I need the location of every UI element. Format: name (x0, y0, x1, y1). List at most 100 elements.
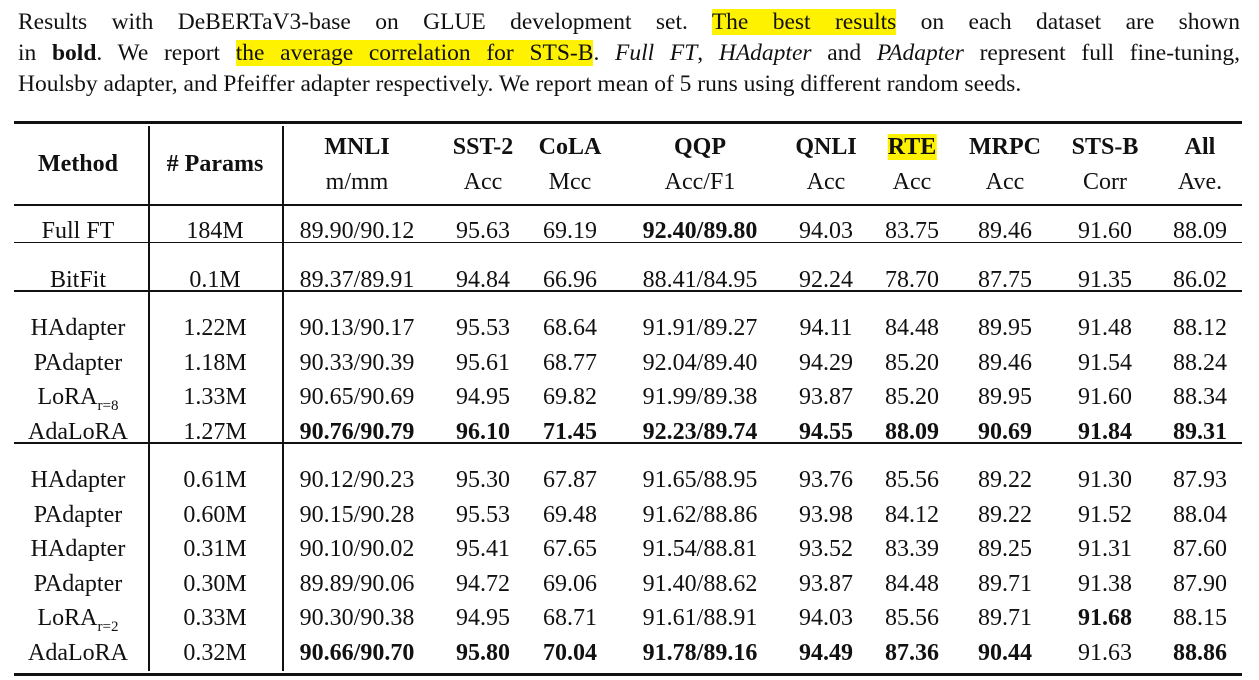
score-cell: 95.63 (456, 218, 510, 244)
score-cell: 94.84 (456, 266, 510, 293)
score-cell: 93.87 (799, 570, 853, 597)
caption-text: Results with DeBERTaV3-base on GLUE deve… (18, 9, 712, 35)
caption-text: bold (51, 40, 97, 66)
column-header: Method (38, 151, 118, 177)
params-cell: 1.27M (183, 418, 247, 445)
params-cell: 0.30M (183, 570, 247, 597)
caption-text: The best results (711, 9, 897, 35)
score-cell: 90.69 (978, 418, 1032, 446)
score-cell: 94.49 (799, 639, 853, 667)
score-cell: 87.36 (885, 639, 939, 667)
score-cell: 94.03 (799, 605, 853, 631)
column-name: SST-2 (452, 134, 514, 160)
column-name: CoLA (538, 134, 602, 160)
column-header: # Params (166, 151, 264, 177)
score-cell: 89.95 (978, 384, 1032, 410)
score-cell: 91.38 (1078, 570, 1132, 597)
score-cell: 88.41/84.95 (642, 266, 758, 293)
score-cell: 93.87 (799, 384, 853, 410)
score-cell: 90.65/90.69 (299, 384, 415, 410)
score-cell: 89.37/89.91 (299, 266, 415, 293)
score-cell: 68.64 (543, 315, 597, 341)
column-metric: Ave. (1177, 169, 1223, 195)
column-metric: Acc (985, 169, 1025, 195)
column-name: All (1184, 134, 1216, 160)
score-cell: 69.82 (543, 384, 597, 410)
table-rule (14, 241, 1242, 243)
caption-text: the average correlation for STS-B (235, 40, 594, 66)
score-cell: 71.45 (543, 418, 597, 446)
method-cell: LoRAr=2 (38, 604, 119, 635)
score-cell: 87.90 (1173, 570, 1227, 597)
cell-subscript: r=8 (97, 398, 119, 414)
cell-text: 90.76/90.79 (299, 418, 415, 445)
score-cell: 95.61 (456, 349, 510, 376)
score-cell: 89.71 (978, 605, 1032, 631)
score-cell: 66.96 (543, 266, 597, 293)
score-cell: 91.40/88.62 (642, 570, 758, 597)
caption-text: , (697, 40, 719, 66)
caption-text: Houlsby adapter, and Pfeiffer adapter re… (18, 71, 1022, 97)
score-cell: 90.12/90.23 (299, 467, 415, 493)
score-cell: 94.95 (456, 605, 510, 631)
score-cell: 89.90/90.12 (299, 218, 415, 244)
column-metric: Acc (463, 169, 503, 195)
cell-text: 94.49 (799, 639, 853, 666)
column-name: MNLI (324, 134, 390, 160)
cell-text: 92.40/89.80 (642, 218, 758, 244)
score-cell: 93.52 (799, 536, 853, 562)
score-cell: 91.54 (1078, 349, 1132, 376)
method-cell: PAdapter (33, 570, 123, 597)
params-cell: 0.31M (183, 536, 247, 562)
column-name: MRPC (969, 134, 1041, 160)
params-cell: 1.33M (183, 384, 247, 410)
column-metric: m/mm (325, 169, 389, 195)
caption-text: PAdapter (876, 40, 964, 66)
score-cell: 88.24 (1173, 349, 1227, 376)
score-cell: 94.55 (799, 418, 853, 446)
column-name: QQP (674, 134, 726, 160)
cell-text: 95.80 (456, 639, 510, 666)
cell-text: 91.68 (1078, 605, 1132, 631)
score-cell: 94.29 (799, 349, 853, 376)
column-name: RTE (887, 134, 937, 160)
column-header: MRPC (969, 133, 1041, 161)
params-cell: 0.1M (189, 266, 241, 293)
caption-text: . We report (96, 40, 236, 66)
score-cell: 84.48 (885, 315, 939, 341)
caption-text: Full FT (615, 40, 698, 66)
score-cell: 91.48 (1078, 315, 1132, 341)
cell-text: 88.09 (885, 418, 939, 445)
params-cell: 1.18M (183, 349, 247, 376)
score-cell: 84.12 (885, 501, 939, 528)
score-cell: 88.86 (1173, 639, 1227, 667)
cell-text: 96.10 (456, 418, 510, 445)
score-cell: 87.75 (978, 266, 1032, 293)
cell-text: 88.86 (1173, 639, 1227, 666)
caption-text: on each dataset are shown (896, 9, 1241, 35)
score-cell: 92.04/89.40 (642, 349, 758, 376)
score-cell: 89.25 (978, 536, 1032, 562)
score-cell: 86.02 (1173, 266, 1227, 293)
cell-text: 71.45 (543, 418, 597, 445)
score-cell: 88.34 (1173, 384, 1227, 410)
score-cell: 90.44 (978, 639, 1032, 667)
score-cell: 67.65 (543, 536, 597, 562)
column-header: QNLI (795, 133, 856, 161)
cell-text: 92.23/89.74 (642, 418, 758, 445)
cell-text: 70.04 (543, 639, 597, 666)
score-cell: 89.89/90.06 (299, 570, 415, 597)
method-cell: AdaLoRA (28, 418, 128, 445)
score-cell: 91.60 (1078, 218, 1132, 244)
method-cell: HAdapter (30, 315, 126, 341)
score-cell: 91.60 (1078, 384, 1132, 410)
params-cell: 0.60M (183, 501, 247, 528)
score-cell: 92.40/89.80 (643, 217, 758, 245)
score-cell: 89.22 (978, 501, 1032, 528)
score-cell: 94.11 (799, 315, 853, 341)
method-cell: HAdapter (30, 467, 126, 493)
cell-subscript: r=2 (97, 619, 119, 635)
score-cell: 88.12 (1173, 315, 1227, 341)
score-cell: 69.19 (543, 218, 597, 244)
score-cell: 95.80 (456, 639, 510, 667)
